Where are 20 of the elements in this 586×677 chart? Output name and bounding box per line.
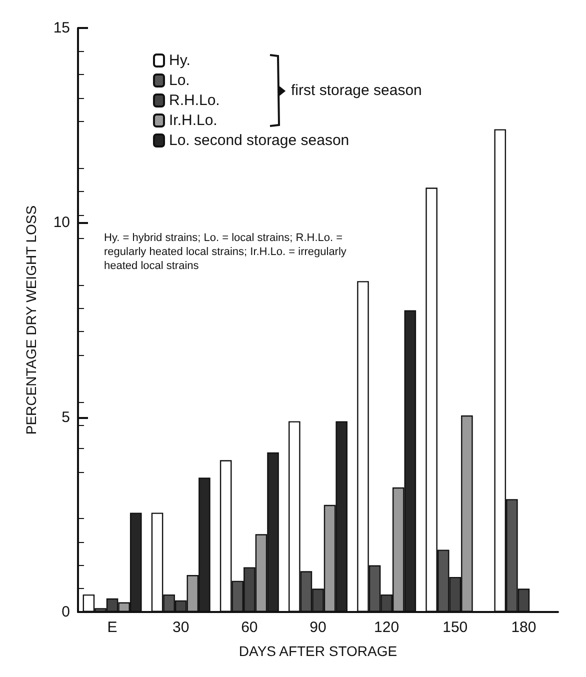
legend-label: Ir.H.Lo.: [169, 112, 218, 129]
x-tick-label: E: [107, 619, 118, 636]
x-tick-label: 150: [442, 619, 468, 636]
y-tick-label: 0: [62, 604, 70, 620]
legend-label: Lo.: [169, 72, 190, 89]
y-tick-label: 5: [62, 408, 70, 426]
legend-label: Hy.: [169, 52, 190, 69]
legend-label: Lo. second storage season: [169, 132, 350, 149]
x-tick-label: 120: [374, 619, 400, 636]
x-axis-title: DAYS AFTER STORAGE: [238, 643, 398, 659]
x-tick-label: 30: [172, 619, 190, 636]
y-axis-title: PERCENTAGE DRY WEIGHT LOSS: [23, 205, 39, 435]
legend-label: R.H.Lo.: [169, 92, 220, 109]
annotation: first storage season: [291, 82, 422, 99]
x-tick-label: 60: [241, 619, 258, 636]
y-tick-label: 10: [53, 214, 70, 232]
annotation: Hy. = hybrid strains; Lo. = local strains; R.H.Lo. = regularly heated local strains; Ir.H.Lo. = irregularly heated local strains: [104, 232, 350, 272]
x-tick-label: 180: [511, 619, 536, 636]
y-tick-label: 15: [53, 20, 70, 36]
x-tick-label: 90: [310, 619, 326, 636]
